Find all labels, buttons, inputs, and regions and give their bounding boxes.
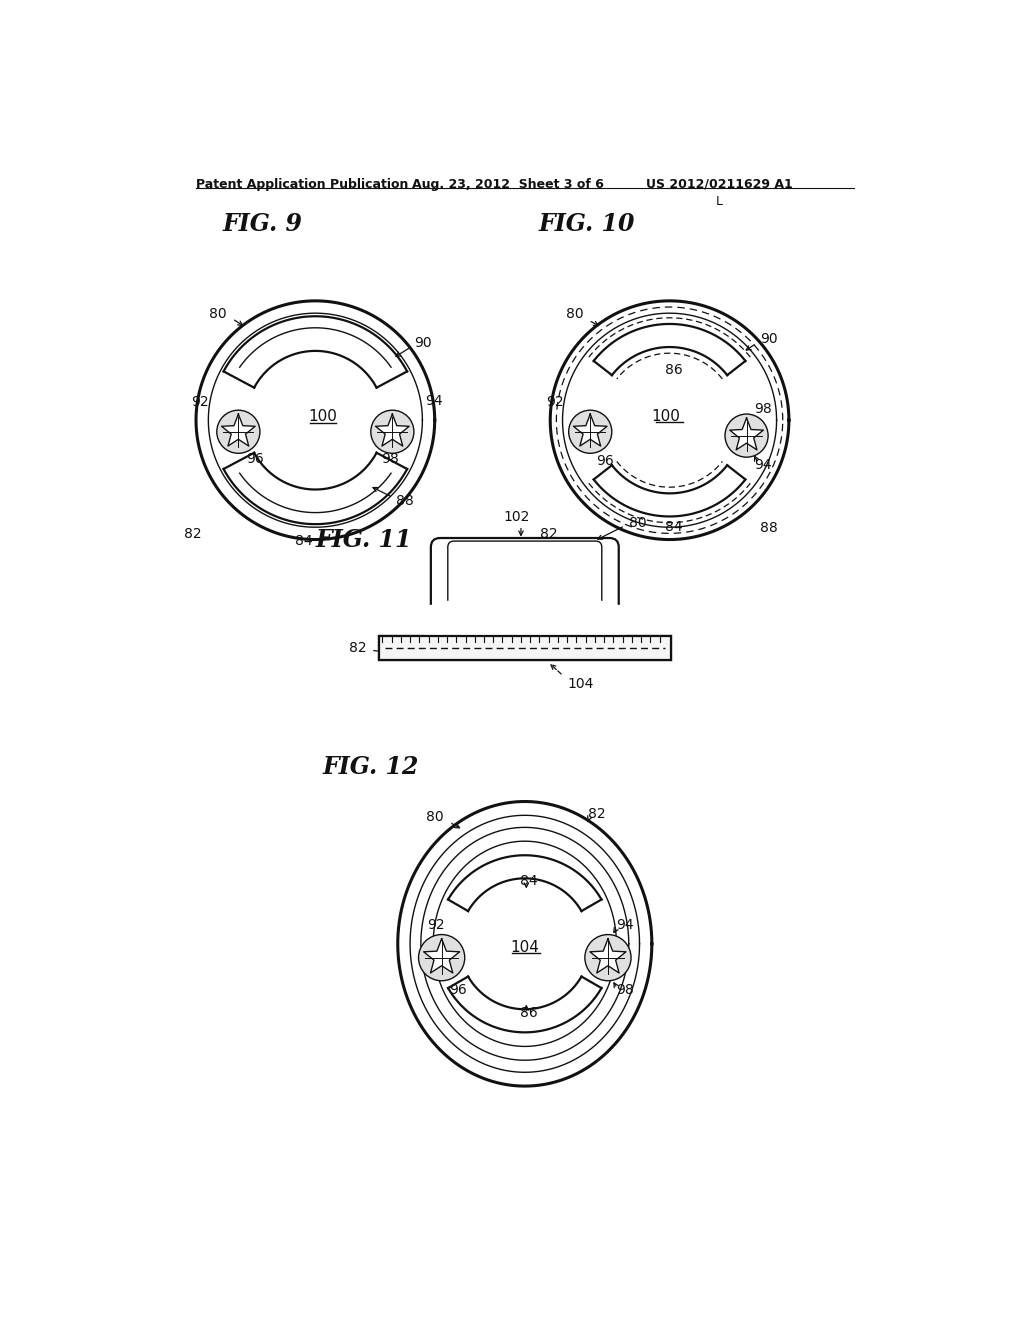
Polygon shape: [730, 418, 763, 450]
Polygon shape: [449, 977, 601, 1032]
Text: 88: 88: [761, 521, 778, 535]
Text: 90: 90: [477, 644, 496, 659]
Text: 98: 98: [615, 983, 634, 997]
FancyBboxPatch shape: [447, 541, 602, 628]
Text: 92: 92: [427, 919, 444, 932]
Text: 80: 80: [209, 308, 226, 321]
Text: 84: 84: [665, 520, 682, 535]
Polygon shape: [223, 317, 408, 388]
Text: 96: 96: [450, 983, 467, 997]
Text: 80: 80: [426, 809, 444, 824]
Text: 82: 82: [541, 527, 558, 541]
Text: 82: 82: [184, 527, 202, 541]
Circle shape: [217, 411, 260, 453]
Polygon shape: [449, 855, 601, 911]
Text: 98: 98: [755, 401, 772, 416]
Polygon shape: [221, 414, 255, 446]
Text: US 2012/0211629 A1: US 2012/0211629 A1: [646, 178, 794, 190]
Text: 92: 92: [546, 396, 563, 409]
Text: 80: 80: [629, 516, 646, 529]
Text: 90: 90: [414, 337, 431, 350]
Text: L: L: [716, 195, 723, 209]
Text: 104: 104: [510, 940, 540, 956]
Text: 90: 90: [761, 333, 778, 346]
Text: 82: 82: [588, 808, 605, 821]
Circle shape: [371, 411, 414, 453]
Polygon shape: [440, 601, 609, 636]
Text: 92: 92: [191, 396, 209, 409]
Polygon shape: [424, 939, 460, 973]
Text: 88: 88: [396, 494, 414, 508]
Text: 100: 100: [651, 409, 680, 424]
Text: Patent Application Publication: Patent Application Publication: [196, 178, 409, 190]
Polygon shape: [425, 605, 625, 638]
Text: 100: 100: [308, 409, 338, 424]
Text: 82: 82: [349, 642, 367, 655]
Text: FIG. 10: FIG. 10: [539, 213, 635, 236]
FancyBboxPatch shape: [431, 539, 618, 645]
Text: 102: 102: [504, 510, 530, 524]
Text: 86: 86: [520, 1006, 538, 1020]
Circle shape: [585, 935, 631, 981]
Text: 88: 88: [634, 640, 652, 655]
Text: 98: 98: [381, 451, 398, 466]
Text: FIG. 12: FIG. 12: [323, 755, 420, 779]
Text: FIG. 9: FIG. 9: [223, 213, 303, 236]
Circle shape: [419, 935, 465, 981]
Text: 86: 86: [665, 363, 682, 378]
Text: 94: 94: [425, 393, 442, 408]
Polygon shape: [573, 414, 607, 446]
Text: 84: 84: [520, 874, 538, 887]
Text: 90: 90: [554, 644, 572, 659]
Text: 104: 104: [567, 677, 594, 692]
FancyBboxPatch shape: [379, 636, 671, 660]
Text: 84: 84: [295, 535, 312, 548]
Circle shape: [568, 411, 611, 453]
Polygon shape: [223, 453, 408, 524]
FancyBboxPatch shape: [379, 636, 671, 660]
Text: 80: 80: [565, 308, 584, 321]
Text: 94: 94: [615, 919, 633, 932]
Text: 96: 96: [596, 454, 614, 469]
Polygon shape: [376, 414, 410, 446]
Text: FIG. 11: FIG. 11: [315, 528, 412, 552]
Text: 94: 94: [755, 458, 772, 471]
Polygon shape: [590, 939, 626, 973]
Text: 96: 96: [246, 451, 264, 466]
Circle shape: [725, 414, 768, 457]
Text: Aug. 23, 2012  Sheet 3 of 6: Aug. 23, 2012 Sheet 3 of 6: [412, 178, 603, 190]
